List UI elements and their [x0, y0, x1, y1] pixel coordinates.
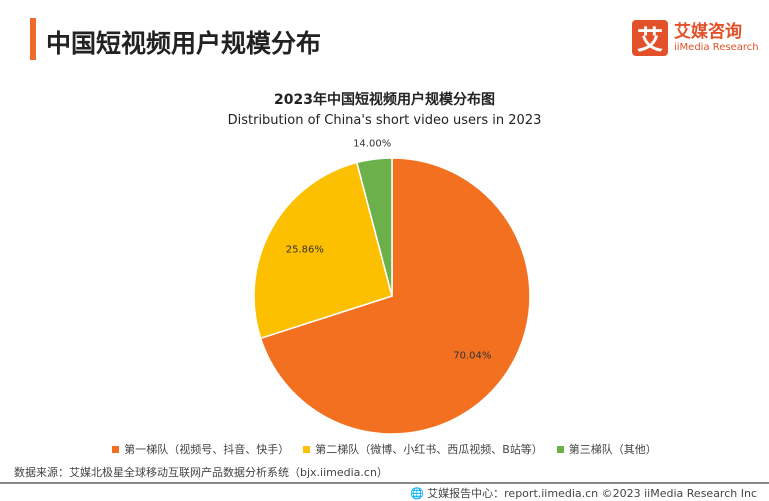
logo-mark: 艾 — [632, 20, 668, 56]
pie-slice — [355, 157, 393, 297]
pie-slice — [253, 161, 393, 340]
data-label: 70.04% — [453, 351, 491, 362]
legend-label: 第二梯队（微博、小红书、西瓜视频、B站等） — [315, 443, 543, 456]
footer-credit: 🌐 艾媒报告中心：report.iimedia.cn ©2023 iiMedia… — [410, 485, 757, 501]
page-title: 中国短视频用户规模分布 — [46, 29, 322, 58]
legend: 第一梯队（视频号、抖音、快手） 第二梯队（微博、小红书、西瓜视频、B站等） 第三… — [0, 441, 769, 457]
title-accent-bar — [30, 18, 36, 60]
logo-en: iiMedia Research — [674, 41, 759, 53]
logo-cn: 艾媒咨询 — [674, 21, 742, 42]
legend-swatch — [556, 445, 564, 453]
legend-item: 第二梯队（微博、小红书、西瓜视频、B站等） — [303, 441, 543, 457]
data-label: 14.00% — [353, 139, 391, 150]
legend-swatch — [112, 445, 120, 453]
chart-title: 2023年中国短视频用户规模分布图 — [274, 92, 495, 108]
legend-label: 第三梯队（其他） — [568, 443, 657, 456]
legend-label: 第一梯队（视频号、抖音、快手） — [124, 443, 290, 456]
pie-slice — [259, 157, 531, 435]
legend-swatch — [303, 445, 311, 453]
data-source: 数据来源：艾媒北极星全球移动互联网产品数据分析系统（bjx.iimedia.cn… — [14, 466, 388, 479]
chart-subtitle: Distribution of China's short video user… — [227, 113, 542, 128]
logo: 艾 艾媒咨询 iiMedia Research — [632, 20, 759, 56]
data-label: 25.86% — [286, 244, 324, 255]
footer-divider — [0, 482, 769, 484]
legend-item: 第三梯队（其他） — [556, 441, 657, 457]
globe-icon: 🌐 — [409, 487, 428, 500]
footer-credit-text: 艾媒报告中心：report.iimedia.cn ©2023 iiMedia R… — [427, 487, 757, 500]
legend-item: 第一梯队（视频号、抖音、快手） — [112, 441, 289, 457]
